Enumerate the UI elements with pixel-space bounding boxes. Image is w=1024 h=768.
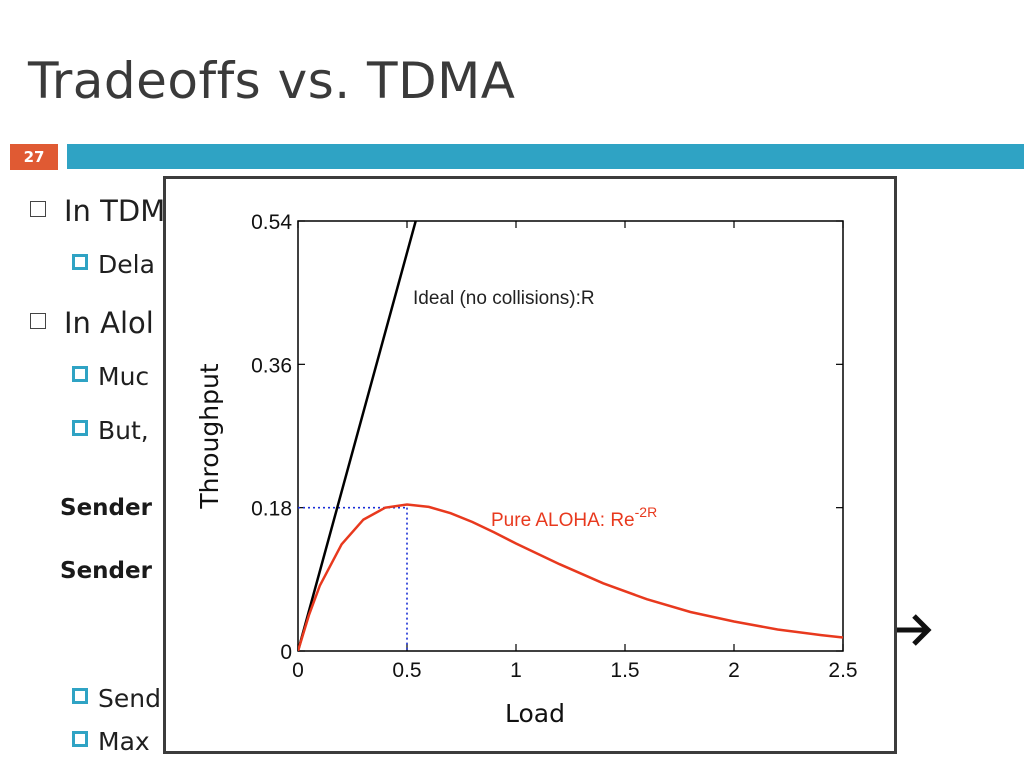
- sub-bullet-item: Send: [72, 684, 161, 713]
- x-tick-label: 1: [510, 659, 522, 682]
- sub-bullet-text: Dela: [98, 250, 155, 279]
- sender-label: Sender: [60, 495, 152, 521]
- filled-square-bullet-icon: [72, 688, 88, 704]
- bullet-text: In Alol: [64, 306, 154, 340]
- y-tick-label: 0.18: [251, 498, 292, 521]
- sub-bullet-item: Dela: [72, 250, 155, 279]
- slide-title: Tradeoffs vs. TDMA: [28, 52, 516, 110]
- square-bullet-icon: [30, 313, 46, 329]
- arrow-right-icon: [892, 614, 932, 646]
- ideal-series-line: [298, 221, 417, 651]
- sub-bullet-item: Muc: [72, 362, 149, 391]
- bullet-text: In TDM: [64, 194, 166, 228]
- sub-bullet-item: Max: [72, 727, 150, 756]
- sub-bullet-text: Muc: [98, 362, 150, 391]
- x-tick-label: 2: [728, 659, 740, 682]
- sub-bullet-text: Send: [98, 684, 161, 713]
- x-axis-title: Load: [505, 699, 565, 728]
- bullet-item: In Alol: [30, 306, 154, 340]
- filled-square-bullet-icon: [72, 366, 88, 382]
- y-tick-label: 0: [280, 641, 292, 664]
- y-tick-label: 0.36: [251, 354, 292, 377]
- y-axis-title: Throughput: [195, 363, 224, 509]
- filled-square-bullet-icon: [72, 254, 88, 270]
- sub-bullet-text: Max: [98, 727, 150, 756]
- square-bullet-icon: [30, 201, 46, 217]
- x-tick-label: 0: [292, 659, 304, 682]
- pure-aloha-label-exponent: -2R: [635, 504, 658, 520]
- title-accent-bar: [67, 144, 1024, 169]
- filled-square-bullet-icon: [72, 420, 88, 436]
- plot-area-frame: [297, 220, 844, 652]
- sub-bullet-text: But,: [98, 416, 149, 445]
- slide-number: 27: [10, 144, 58, 170]
- throughput-vs-load-chart: 0 0.5 1 1.5 2 2.5 0 0.18 0.36 0.54 Ideal (no colli…: [195, 211, 858, 728]
- x-tick-label: 0.5: [392, 659, 421, 682]
- chart-panel: 0 0.5 1 1.5 2 2.5 0 0.18 0.36 0.54 Ideal (no colli…: [163, 176, 897, 754]
- y-tick-label: 0.54: [251, 211, 292, 234]
- sender-label: Sender: [60, 558, 152, 584]
- sub-bullet-item: But,: [72, 416, 149, 445]
- filled-square-bullet-icon: [72, 731, 88, 747]
- pure-aloha-series-label: Pure ALOHA: Re-2R: [491, 504, 657, 531]
- x-tick-label: 1.5: [610, 659, 639, 682]
- ideal-series-label: Ideal (no collisions):R: [413, 288, 595, 309]
- pure-aloha-series-line: [298, 503, 843, 651]
- x-tick-label: 2.5: [828, 659, 857, 682]
- bullet-item: In TDM: [30, 194, 165, 228]
